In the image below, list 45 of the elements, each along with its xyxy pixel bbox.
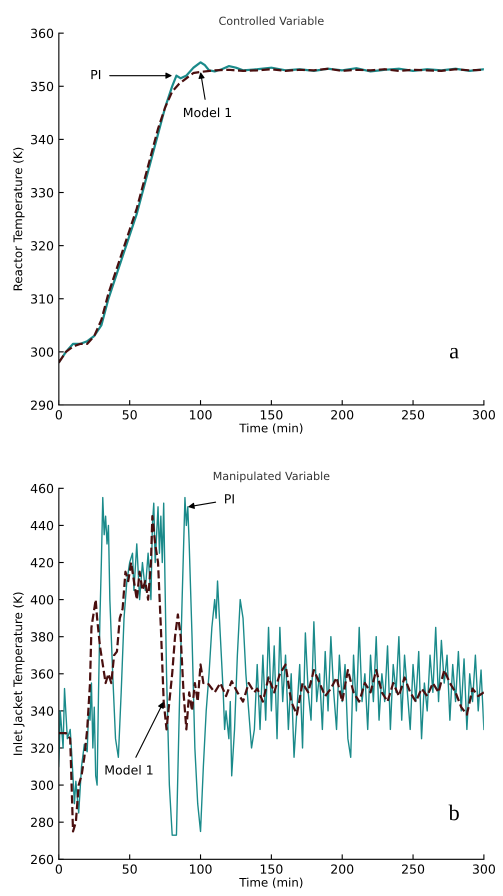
y-tick-label: 290 [31, 400, 54, 410]
y-tick-label: 340 [31, 134, 54, 144]
x-tick-label: 150 [260, 864, 282, 874]
y-tick-label: 310 [31, 294, 54, 304]
x-tick-label: 300 [472, 864, 495, 874]
x-tick-label: 50 [122, 864, 137, 874]
y-axis-title: Inlet Jacket Temperature (K) [13, 592, 25, 755]
y-tick-label: 320 [31, 241, 54, 251]
y-tick-label: 400 [30, 595, 54, 605]
y-tick-label: 340 [31, 706, 54, 716]
chart-title: Controlled Variable [219, 16, 324, 25]
x-tick-label: 200 [331, 410, 354, 420]
y-tick-label: 440 [30, 520, 54, 530]
x-tick-label: 200 [331, 864, 354, 874]
y-tick-label: 360 [31, 28, 54, 38]
x-axis-title: Time (min) [239, 878, 302, 888]
y-tick-label: 260 [31, 854, 54, 864]
x-axis-title: Time (min) [239, 423, 302, 434]
x-tick-label: 0 [56, 410, 62, 420]
x-tick-label: 150 [260, 410, 282, 420]
annotation: Model 1 [184, 108, 232, 118]
y-tick-label: 300 [31, 780, 54, 790]
annotation: b [448, 804, 459, 820]
x-tick-label: 100 [190, 864, 212, 874]
y-tick-label: 300 [31, 347, 54, 357]
x-tick-label: 100 [190, 410, 212, 420]
x-tick-label: 250 [402, 410, 424, 420]
x-tick-label: 250 [402, 864, 424, 874]
annotation: a [450, 348, 459, 358]
y-tick-label: 280 [31, 818, 54, 828]
chart-title: Manipulated Variable [214, 472, 330, 482]
y-tick-label: 380 [31, 632, 54, 642]
y-tick-label: 460 [30, 484, 54, 494]
y-tick-label: 420 [30, 558, 54, 568]
y-axis-title: Reactor Temperature (K) [13, 148, 25, 290]
x-tick-label: 50 [122, 410, 137, 420]
x-tick-label: 0 [56, 864, 62, 874]
annotation: PI [225, 494, 234, 504]
x-tick-label: 300 [472, 410, 495, 420]
y-tick-label: 360 [31, 669, 54, 679]
annotation: Model 1 [105, 765, 153, 775]
y-tick-label: 330 [31, 188, 54, 198]
y-tick-label: 350 [31, 82, 54, 92]
y-tick-label: 320 [31, 743, 54, 753]
annotation: PI [91, 70, 100, 80]
